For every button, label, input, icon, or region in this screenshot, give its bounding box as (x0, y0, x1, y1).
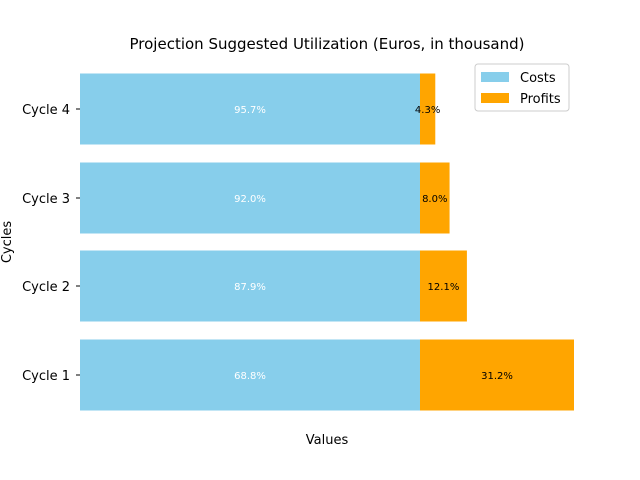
bar-profits-cycle-3 (419, 162, 450, 234)
bar-label-profits-cycle-2: 12.1% (428, 282, 460, 293)
legend-label-costs: Costs (520, 71, 556, 86)
bar-label-costs-cycle-4: 95.7% (234, 105, 266, 116)
bar-profits-cycle-2 (419, 250, 467, 322)
legend-label-profits: Profits (520, 92, 561, 107)
y-tick-label: Cycle 1 (22, 369, 70, 384)
y-axis-label: Cycles (0, 221, 15, 264)
bar-costs-cycle-3 (80, 162, 420, 234)
bar-costs-cycle-2 (80, 250, 420, 322)
chart-title: Projection Suggested Utilization (Euros,… (130, 35, 525, 53)
bar-label-costs-cycle-3: 92.0% (234, 194, 266, 205)
bar-costs-cycle-4 (80, 73, 420, 145)
bar-label-profits-cycle-3: 8.0% (422, 194, 447, 205)
bar-label-costs-cycle-1: 68.8% (234, 371, 266, 382)
y-tick-label: Cycle 2 (22, 280, 70, 295)
bar-profits-cycle-1 (419, 339, 574, 411)
bars-group: 68.8% 31.2% 87.9% 12.1% 92.0% 8.0% 95.7% 4.3% (80, 73, 574, 411)
y-tick-label: Cycle 4 (22, 103, 70, 118)
legend: Costs Profits (474, 63, 570, 112)
y-ticks-group: Cycle 1 Cycle 2 Cycle 3 Cycle 4 (22, 103, 80, 384)
bar-label-profits-cycle-4: 4.3% (415, 105, 440, 116)
x-axis-label: Values (306, 433, 349, 448)
y-tick-label: Cycle 3 (22, 192, 70, 207)
bar-costs-cycle-1 (80, 339, 420, 411)
bar-profits-cycle-4 (419, 73, 436, 145)
legend-swatch-costs (481, 72, 509, 82)
legend-swatch-profits (481, 93, 509, 103)
bar-label-profits-cycle-1: 31.2% (481, 371, 513, 382)
bar-label-costs-cycle-2: 87.9% (234, 282, 266, 293)
